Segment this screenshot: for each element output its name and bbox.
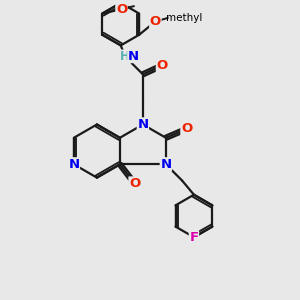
Text: methyl: methyl <box>166 13 202 23</box>
Text: O: O <box>116 3 127 16</box>
Text: O: O <box>150 15 161 28</box>
Text: O: O <box>129 177 140 190</box>
Text: N: N <box>68 158 80 171</box>
Text: O: O <box>156 59 168 72</box>
Text: O: O <box>181 122 192 135</box>
Text: N: N <box>137 118 148 131</box>
Text: F: F <box>189 231 199 244</box>
Text: H: H <box>120 50 130 63</box>
Text: N: N <box>128 50 139 62</box>
Text: N: N <box>160 158 171 171</box>
